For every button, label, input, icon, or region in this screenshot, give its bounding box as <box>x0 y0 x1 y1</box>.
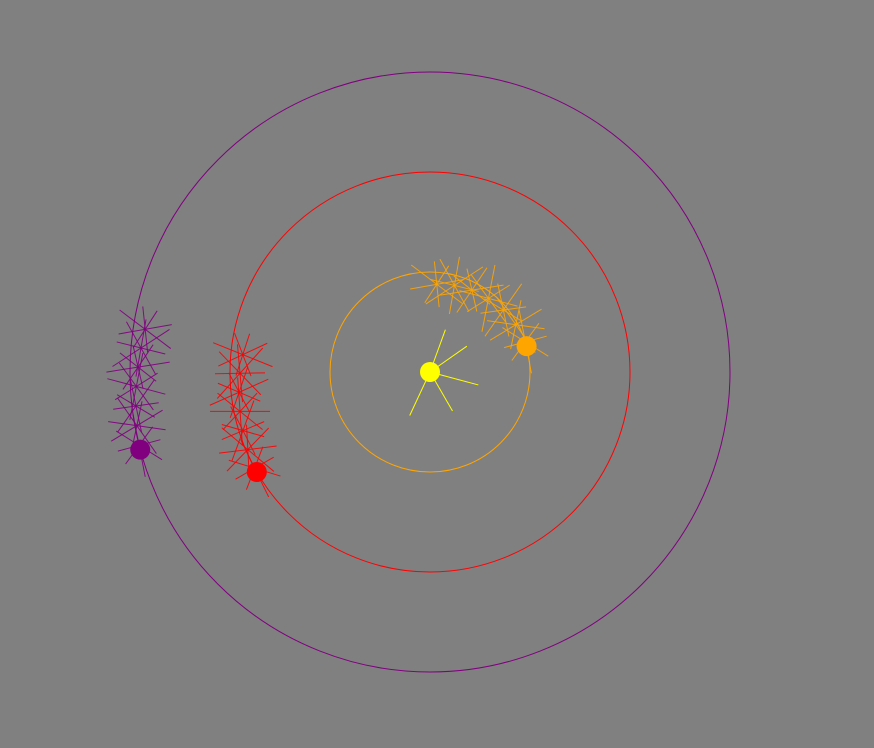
orbit-paths <box>129 71 731 673</box>
red-trail-mark <box>210 377 271 446</box>
orange-trail-mark <box>480 283 527 337</box>
purple-planet <box>130 439 151 460</box>
purple-trail-mark <box>108 397 166 454</box>
purple-trail-mark <box>113 379 159 433</box>
purple-trail-mark <box>112 319 170 377</box>
orange-planet <box>516 336 537 357</box>
red-planet <box>246 462 267 482</box>
orange-orbit-path <box>329 271 531 473</box>
red-trail-mark <box>214 344 266 403</box>
sun-rays <box>409 329 479 416</box>
purple-orbit-path <box>129 71 731 673</box>
purple-trail-mark <box>118 306 172 353</box>
red-trail-mark <box>209 366 269 418</box>
red-trail-mark <box>218 424 277 475</box>
red-orbit-path <box>229 171 631 573</box>
purple-trail-mark <box>107 352 166 420</box>
red-trail-mark <box>212 333 273 377</box>
sun-body <box>420 362 440 382</box>
orange-trail-mark <box>410 261 464 308</box>
planets <box>130 336 537 482</box>
orbit-trails <box>106 256 549 498</box>
